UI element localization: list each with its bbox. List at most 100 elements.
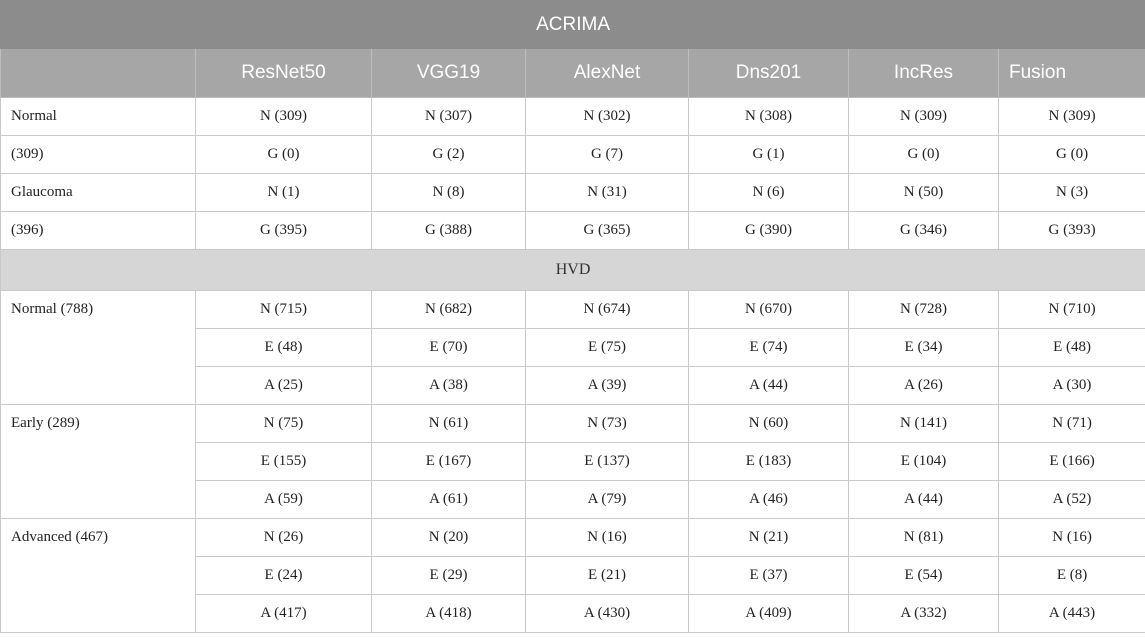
row-label: Normal bbox=[0, 97, 196, 136]
table-cell: E (48) bbox=[997, 328, 1145, 367]
table-cell: E (155) bbox=[195, 442, 372, 481]
table-cell: N (71) bbox=[997, 404, 1145, 443]
table-cell: E (34) bbox=[848, 328, 999, 367]
table-cell: E (104) bbox=[848, 442, 999, 481]
table-cell: E (70) bbox=[371, 328, 526, 367]
table-cell: N (50) bbox=[848, 173, 999, 212]
table-cell: N (73) bbox=[525, 404, 689, 443]
table-cell: N (308) bbox=[688, 97, 849, 136]
table-cell: N (16) bbox=[997, 518, 1145, 557]
table-row: Early (289) N (75) N (61) N (73) N (60) N (14… bbox=[0, 404, 1145, 519]
table-cell: N (3) bbox=[997, 173, 1145, 212]
table-cell: A (59) bbox=[195, 480, 372, 519]
column-header: AlexNet bbox=[525, 48, 689, 98]
table-cell: G (365) bbox=[525, 211, 689, 250]
table-cell: G (393) bbox=[997, 211, 1145, 250]
table-cell: E (183) bbox=[688, 442, 849, 481]
table-row: E (155) E (167) E (137) E (183) E (104) E (16… bbox=[1, 442, 1145, 481]
table-cell: N (307) bbox=[371, 97, 526, 136]
table-cell: G (346) bbox=[848, 211, 999, 250]
table-cell: E (21) bbox=[525, 556, 689, 595]
group-label: Early (289) bbox=[0, 404, 196, 519]
table-cell: E (8) bbox=[997, 556, 1145, 595]
table-cell: N (6) bbox=[688, 173, 849, 212]
table-cell: G (388) bbox=[371, 211, 526, 250]
table-row: (396) G (395) G (388) G (365) G (390) G (346)… bbox=[0, 211, 1145, 250]
table-cell: E (75) bbox=[525, 328, 689, 367]
table-cell: A (79) bbox=[525, 480, 689, 519]
table-cell: N (682) bbox=[371, 290, 526, 329]
table-row: Advanced (467) N (26) N (20) N (16) N (21) N … bbox=[0, 518, 1145, 633]
table-cell: E (24) bbox=[195, 556, 372, 595]
table-cell: G (395) bbox=[195, 211, 372, 250]
table-cell: A (38) bbox=[371, 366, 526, 405]
table-cell: N (26) bbox=[195, 518, 372, 557]
table-cell: N (20) bbox=[371, 518, 526, 557]
table-cell: E (48) bbox=[195, 328, 372, 367]
table-cell: G (0) bbox=[848, 135, 999, 174]
table-row: A (25) A (38) A (39) A (44) A (26) A (30) bbox=[1, 366, 1145, 405]
table-row: E (24) E (29) E (21) E (37) E (54) E (8) bbox=[1, 556, 1145, 595]
table-row: A (59) A (61) A (79) A (46) A (44) A (52) bbox=[1, 480, 1145, 519]
table-cell: G (0) bbox=[195, 135, 372, 174]
table-cell: G (1) bbox=[688, 135, 849, 174]
column-header: ResNet50 bbox=[195, 48, 372, 98]
table-cell: A (418) bbox=[371, 594, 526, 633]
table-cell: A (30) bbox=[997, 366, 1145, 405]
table-cell: G (7) bbox=[525, 135, 689, 174]
table-cell: A (409) bbox=[688, 594, 849, 633]
column-header: IncRes bbox=[848, 48, 999, 98]
table-cell: N (61) bbox=[371, 404, 526, 443]
table-cell: N (309) bbox=[848, 97, 999, 136]
table-cell: N (8) bbox=[371, 173, 526, 212]
table-cell: N (60) bbox=[688, 404, 849, 443]
table-cell: G (0) bbox=[997, 135, 1145, 174]
table-cell: A (430) bbox=[525, 594, 689, 633]
column-header: Fusion bbox=[997, 48, 1145, 98]
table-cell: N (309) bbox=[997, 97, 1145, 136]
table-cell: N (302) bbox=[525, 97, 689, 136]
header-blank bbox=[0, 48, 196, 98]
table-cell: A (25) bbox=[195, 366, 372, 405]
table-row: Normal N (309) N (307) N (302) N (308) N (309… bbox=[0, 97, 1145, 136]
table-cell: A (332) bbox=[848, 594, 999, 633]
table-row: Normal (788) N (715) N (682) N (674) N (670)… bbox=[0, 290, 1145, 405]
table-cell: N (670) bbox=[688, 290, 849, 329]
table-cell: E (74) bbox=[688, 328, 849, 367]
table-cell: E (167) bbox=[371, 442, 526, 481]
table-cell: N (728) bbox=[848, 290, 999, 329]
table-cell: A (61) bbox=[371, 480, 526, 519]
table-row: (309) G (0) G (2) G (7) G (1) G (0) G (0) bbox=[0, 135, 1145, 174]
table-cell: A (44) bbox=[688, 366, 849, 405]
table-cell: N (674) bbox=[525, 290, 689, 329]
table-cell: A (44) bbox=[848, 480, 999, 519]
group-label: Advanced (467) bbox=[0, 518, 196, 633]
table-cell: A (26) bbox=[848, 366, 999, 405]
table-row: A (417) A (418) A (430) A (409) A (332) A (44… bbox=[1, 594, 1145, 633]
table-cell: N (16) bbox=[525, 518, 689, 557]
table-cell: G (390) bbox=[688, 211, 849, 250]
table-cell: A (52) bbox=[997, 480, 1145, 519]
table-cell: N (309) bbox=[195, 97, 372, 136]
table-title: ACRIMA bbox=[0, 0, 1145, 49]
table-row: Glaucoma N (1) N (8) N (31) N (6) N (50) N (3) bbox=[0, 173, 1145, 212]
column-header: Dns201 bbox=[688, 48, 849, 98]
table-cell: N (81) bbox=[848, 518, 999, 557]
table-cell: N (715) bbox=[195, 290, 372, 329]
table-cell: G (2) bbox=[371, 135, 526, 174]
row-label: (309) bbox=[0, 135, 196, 174]
table-cell: N (1) bbox=[195, 173, 372, 212]
table-cell: N (75) bbox=[195, 404, 372, 443]
table-cell: E (37) bbox=[688, 556, 849, 595]
row-label: (396) bbox=[0, 211, 196, 250]
row-label: Glaucoma bbox=[0, 173, 196, 212]
hvd-section-title: HVD bbox=[0, 249, 1145, 291]
column-header: VGG19 bbox=[371, 48, 526, 98]
table-cell: N (710) bbox=[997, 290, 1145, 329]
group-label: Normal (788) bbox=[0, 290, 196, 405]
table-cell: A (46) bbox=[688, 480, 849, 519]
table-cell: A (443) bbox=[997, 594, 1145, 633]
table-cell: A (39) bbox=[525, 366, 689, 405]
table-cell: A (417) bbox=[195, 594, 372, 633]
